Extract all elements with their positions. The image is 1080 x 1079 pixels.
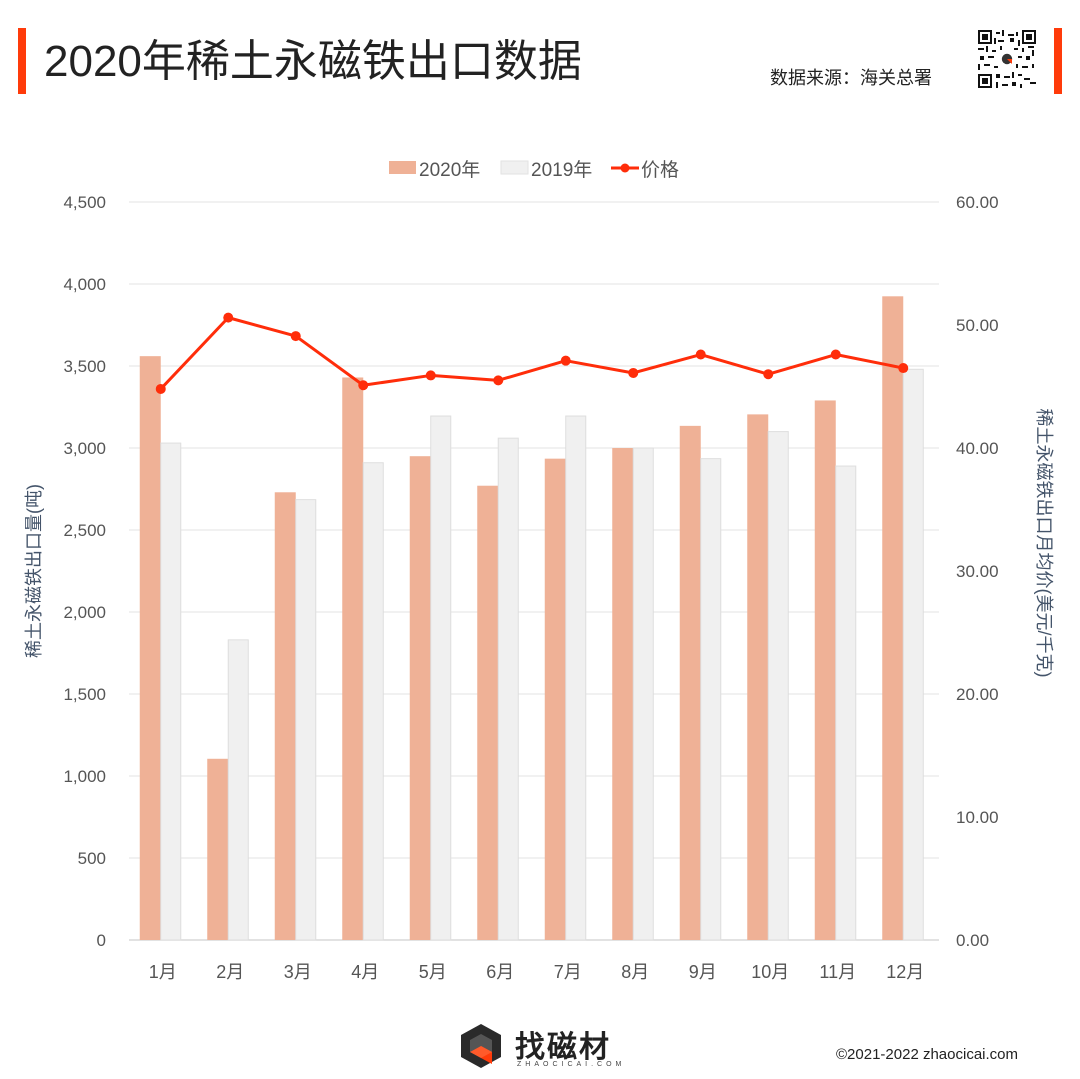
bar-2019年-12月 [902,368,924,941]
price-point-5月 [425,370,436,381]
price-point-12月 [898,363,909,374]
price-point-11月 [830,349,841,360]
footer-brand-sub: ZHAOCICAI.COM [517,1061,626,1068]
right-tick-label: 40.00 [956,439,999,458]
x-tick-label: 6月 [486,962,514,982]
x-tick-label: 12月 [886,962,924,982]
bar-2019年-9月 [700,458,722,941]
left-axis-ticks: 0 500 1,000 1,500 2,000 2,500 3,000 3,500 4,000 4… [63,193,106,950]
zhaocicai-logo-icon [461,1024,501,1068]
left-tick-label: 500 [78,849,106,868]
bar-2019年-5月 [430,415,452,941]
legend-swatch-2019 [500,160,529,175]
price-point-1月 [155,383,166,394]
left-tick-label: 3,500 [63,357,106,376]
chart: 0 500 1,000 1,500 2,000 2,500 3,000 3,500 4,000 4… [24,159,1054,982]
header-accent-bar-right [1054,28,1062,94]
bar-2019年-2月 [227,639,249,941]
bar-2019年-7月 [565,415,587,941]
gridlines [129,201,939,941]
left-tick-label: 2,500 [63,521,106,540]
price-point-10月 [763,369,774,380]
bar-2020年-9月 [679,425,701,940]
bar-2019年-11月 [835,465,857,941]
price-point-6月 [493,375,504,386]
legend-label-2019: 2019年 [531,159,592,181]
left-axis-label: 稀土永磁铁出口量(吨) [24,484,44,658]
price-series-line [159,316,904,390]
left-tick-label: 3,000 [63,439,106,458]
price-point-3月 [290,331,301,342]
right-tick-label: 20.00 [956,685,999,704]
left-tick-label: 0 [97,931,106,950]
right-tick-label: 10.00 [956,808,999,827]
title-accent-bar [18,28,26,94]
bar-2019年-1月 [160,442,182,941]
bar-2020年-4月 [342,377,364,941]
legend-label-2020: 2020年 [419,159,480,181]
price-point-8月 [628,367,639,378]
bar-2020年-10月 [747,414,769,940]
left-tick-label: 4,500 [63,193,106,212]
bar-2019年-8月 [632,447,654,941]
price-point-7月 [560,355,571,366]
legend-label-price: 价格 [641,159,679,181]
x-tick-label: 1月 [149,962,177,982]
bar-2020年-5月 [409,456,431,940]
price-point-2月 [223,312,234,323]
price-point-9月 [695,349,706,360]
left-tick-label: 4,000 [63,275,106,294]
price-line [155,312,909,394]
right-tick-label: 0.00 [956,931,989,950]
bar-2020年-7月 [544,458,566,940]
left-tick-label: 1,000 [63,767,106,786]
x-axis-ticks: 1月 2月 3月 4月 5月 6月 7月 8月 9月 10月 11月 12月 [149,962,925,982]
right-tick-label: 30.00 [956,562,999,581]
left-tick-label: 2,000 [63,603,106,622]
x-tick-label: 4月 [351,962,379,982]
copyright: ©2021-2022 zhaocicai.com [836,1046,1018,1063]
bar-2020年-2月 [207,758,229,940]
right-tick-label: 50.00 [956,316,999,335]
left-tick-label: 1,500 [63,685,106,704]
bar-2020年-12月 [882,296,904,940]
legend-swatch-2020 [389,161,416,174]
bar-2020年-1月 [139,356,161,940]
x-tick-label: 11月 [819,962,856,982]
bar-2020年-11月 [814,400,836,940]
bar-2020年-3月 [274,492,296,940]
bar-2019年-6月 [497,437,519,941]
x-tick-label: 8月 [621,962,649,982]
legend: 2020年 2019年 价格 [389,159,679,181]
x-tick-label: 7月 [554,962,582,982]
bar-2019年-3月 [295,499,317,941]
x-tick-label: 3月 [284,962,312,982]
footer-brand: 找磁材 [515,1031,611,1064]
bar-2019年-4月 [362,462,384,941]
right-axis-ticks: 0.00 10.00 20.00 30.00 40.00 50.00 60.00 [956,193,999,950]
right-tick-label: 60.00 [956,193,999,212]
data-source: 数据来源：海关总署 [770,68,932,88]
bar-2019年-10月 [767,431,789,941]
x-tick-label: 5月 [419,962,447,982]
page-title: 2020年稀土永磁铁出口数据 [44,37,582,86]
bar-2020年-8月 [612,448,634,940]
price-point-4月 [358,380,369,391]
qr-code-icon [978,30,1036,88]
x-tick-label: 9月 [689,962,717,982]
right-axis-label: 稀土永磁铁出口月均价(美元/千克) [1034,409,1054,678]
x-tick-label: 2月 [216,962,244,982]
x-tick-label: 10月 [751,962,789,982]
bars [139,296,924,941]
bar-2020年-6月 [477,485,499,940]
legend-marker-price [620,163,630,173]
